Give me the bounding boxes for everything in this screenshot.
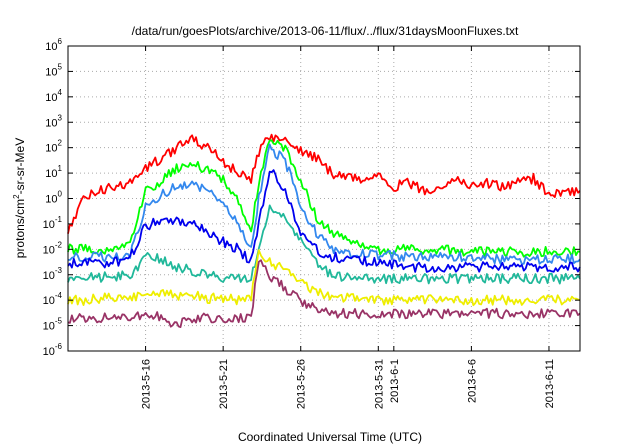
x-tick-label: 2013-5-21	[218, 359, 230, 409]
y-tick-exponent: 1	[58, 164, 63, 173]
y-axis-label-main: protons/cm	[13, 199, 27, 258]
x-tick-label: 2013-5-16	[141, 359, 153, 409]
series-line-7	[67, 259, 581, 328]
y-tick-base: 10	[45, 92, 57, 104]
y-tick-label: 10-5	[43, 317, 63, 333]
y-tick-label: 10-2	[43, 240, 63, 256]
y-tick-base: 10	[43, 321, 55, 333]
series-line-3	[67, 143, 581, 265]
y-tick-base: 10	[43, 346, 55, 358]
y-tick-base: 10	[45, 143, 57, 155]
y-tick-exponent: 2	[58, 139, 63, 148]
y-tick-base: 10	[43, 270, 55, 282]
y-tick-label: 10-6	[43, 342, 63, 358]
y-tick-label: 10-1	[43, 215, 63, 231]
y-tick-base: 10	[43, 219, 55, 231]
y-tick-label: 102	[45, 139, 62, 155]
x-tick-label: 2013-6-11	[544, 359, 556, 408]
y-tick-exponent: -1	[55, 215, 63, 224]
y-tick-exponent: 3	[58, 113, 63, 122]
y-tick-base: 10	[45, 194, 57, 206]
y-tick-exponent: -4	[55, 291, 63, 300]
series-line-4	[67, 169, 581, 273]
y-tick-label: 10-3	[43, 266, 63, 282]
chart-title: /data/run/goesPlots/archive/2013-06-11/f…	[132, 24, 519, 38]
x-tick-label: 2013-5-26	[296, 359, 308, 409]
y-axis-ticks: 10-610-510-410-310-210-11001011021031041…	[43, 37, 580, 358]
y-tick-exponent: -5	[55, 317, 63, 326]
y-tick-label: 101	[45, 164, 62, 180]
series-line-2	[67, 139, 581, 258]
x-tick-label: 2013-6-1	[389, 359, 401, 403]
y-tick-exponent: 4	[58, 88, 63, 97]
y-tick-base: 10	[45, 66, 57, 78]
x-tick-label: 2013-5-31	[373, 359, 385, 409]
series-line-5	[67, 204, 581, 285]
y-tick-base: 10	[45, 168, 57, 180]
y-tick-exponent: 6	[58, 37, 63, 46]
y-tick-label: 10-4	[43, 291, 63, 307]
y-axis-label-rest: -sr-sr-MeV	[13, 138, 27, 195]
y-tick-label: 100	[45, 190, 62, 206]
x-axis-ticks: 2013-5-16 2013-5-21 2013-5-26 2013-5-31 2013…	[141, 46, 556, 409]
y-tick-exponent: 5	[58, 62, 63, 71]
y-tick-exponent: -6	[55, 342, 63, 351]
y-tick-base: 10	[45, 117, 57, 129]
y-tick-label: 106	[45, 37, 62, 53]
y-axis-label-superscript: 2	[12, 194, 21, 199]
y-tick-base: 10	[43, 244, 55, 256]
grid-lines	[68, 46, 580, 351]
y-tick-base: 10	[43, 295, 55, 307]
y-tick-label: 103	[45, 113, 62, 129]
y-axis-label: protons/cm2-sr-sr-MeV	[12, 138, 27, 258]
series-group	[67, 133, 581, 328]
y-tick-label: 105	[45, 62, 62, 78]
y-tick-exponent: 0	[58, 190, 63, 199]
x-tick-label: 2013-6-6	[466, 359, 478, 403]
y-tick-exponent: -3	[55, 266, 63, 275]
x-axis-label: Coordinated Universal Time (UTC)	[238, 430, 422, 444]
y-tick-base: 10	[45, 41, 57, 53]
y-tick-exponent: -2	[55, 240, 63, 249]
series-line-6	[67, 249, 581, 307]
y-tick-label: 104	[45, 88, 62, 104]
series-line-1	[67, 133, 581, 234]
